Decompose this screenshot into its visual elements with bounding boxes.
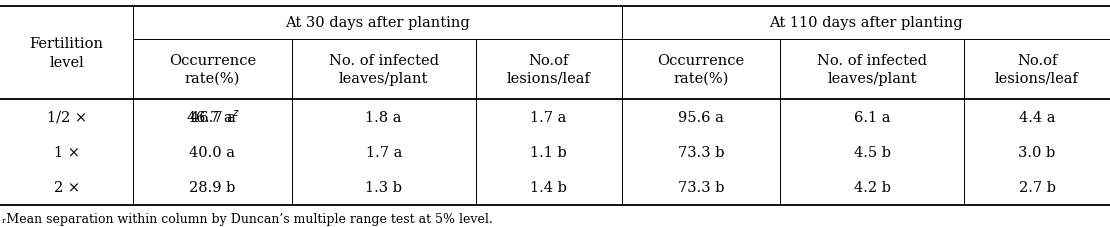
- Text: 1.4 b: 1.4 b: [531, 181, 567, 195]
- Text: Fertilition
level: Fertilition level: [30, 37, 103, 69]
- Text: 2.7 b: 2.7 b: [1019, 181, 1056, 195]
- Text: No. of infected
leaves/plant: No. of infected leaves/plant: [329, 54, 438, 85]
- Text: At 30 days after planting: At 30 days after planting: [285, 16, 470, 30]
- Text: 3.0 b: 3.0 b: [1019, 146, 1056, 159]
- Text: 1 ×: 1 ×: [53, 146, 80, 159]
- Text: Occurrence
rate(%): Occurrence rate(%): [657, 54, 745, 85]
- Text: 95.6 a: 95.6 a: [678, 110, 724, 124]
- Text: Occurrence
rate(%): Occurrence rate(%): [169, 54, 256, 85]
- Text: 1.7 a: 1.7 a: [365, 146, 402, 159]
- Text: No.of
lesions/leaf: No.of lesions/leaf: [996, 54, 1079, 85]
- Text: ᵣMean separation within column by Duncan’s multiple range test at 5% level.: ᵣMean separation within column by Duncan…: [2, 212, 493, 225]
- Text: 1.1 b: 1.1 b: [531, 146, 567, 159]
- Text: 28.9 b: 28.9 b: [190, 181, 235, 195]
- Text: 4.5 b: 4.5 b: [854, 146, 890, 159]
- Text: 2 ×: 2 ×: [53, 181, 80, 195]
- Text: 4.4 a: 4.4 a: [1019, 110, 1056, 124]
- Text: 1/2 ×: 1/2 ×: [47, 110, 87, 124]
- Text: 1.8 a: 1.8 a: [365, 110, 402, 124]
- Text: 1.7 a: 1.7 a: [531, 110, 567, 124]
- Text: 73.3 b: 73.3 b: [677, 146, 724, 159]
- Text: No. of infected
leaves/plant: No. of infected leaves/plant: [817, 54, 927, 85]
- Text: No.of
lesions/leaf: No.of lesions/leaf: [507, 54, 591, 85]
- Text: 73.3 b: 73.3 b: [677, 181, 724, 195]
- Text: 40.0 a: 40.0 a: [190, 146, 235, 159]
- Text: 46.7 a: 46.7 a: [190, 110, 235, 124]
- Text: 1.3 b: 1.3 b: [365, 181, 402, 195]
- Text: At 110 days after planting: At 110 days after planting: [769, 16, 962, 30]
- Text: 46.7 a$^z$: 46.7 a$^z$: [185, 109, 240, 126]
- Text: 4.2 b: 4.2 b: [854, 181, 890, 195]
- Text: 6.1 a: 6.1 a: [854, 110, 890, 124]
